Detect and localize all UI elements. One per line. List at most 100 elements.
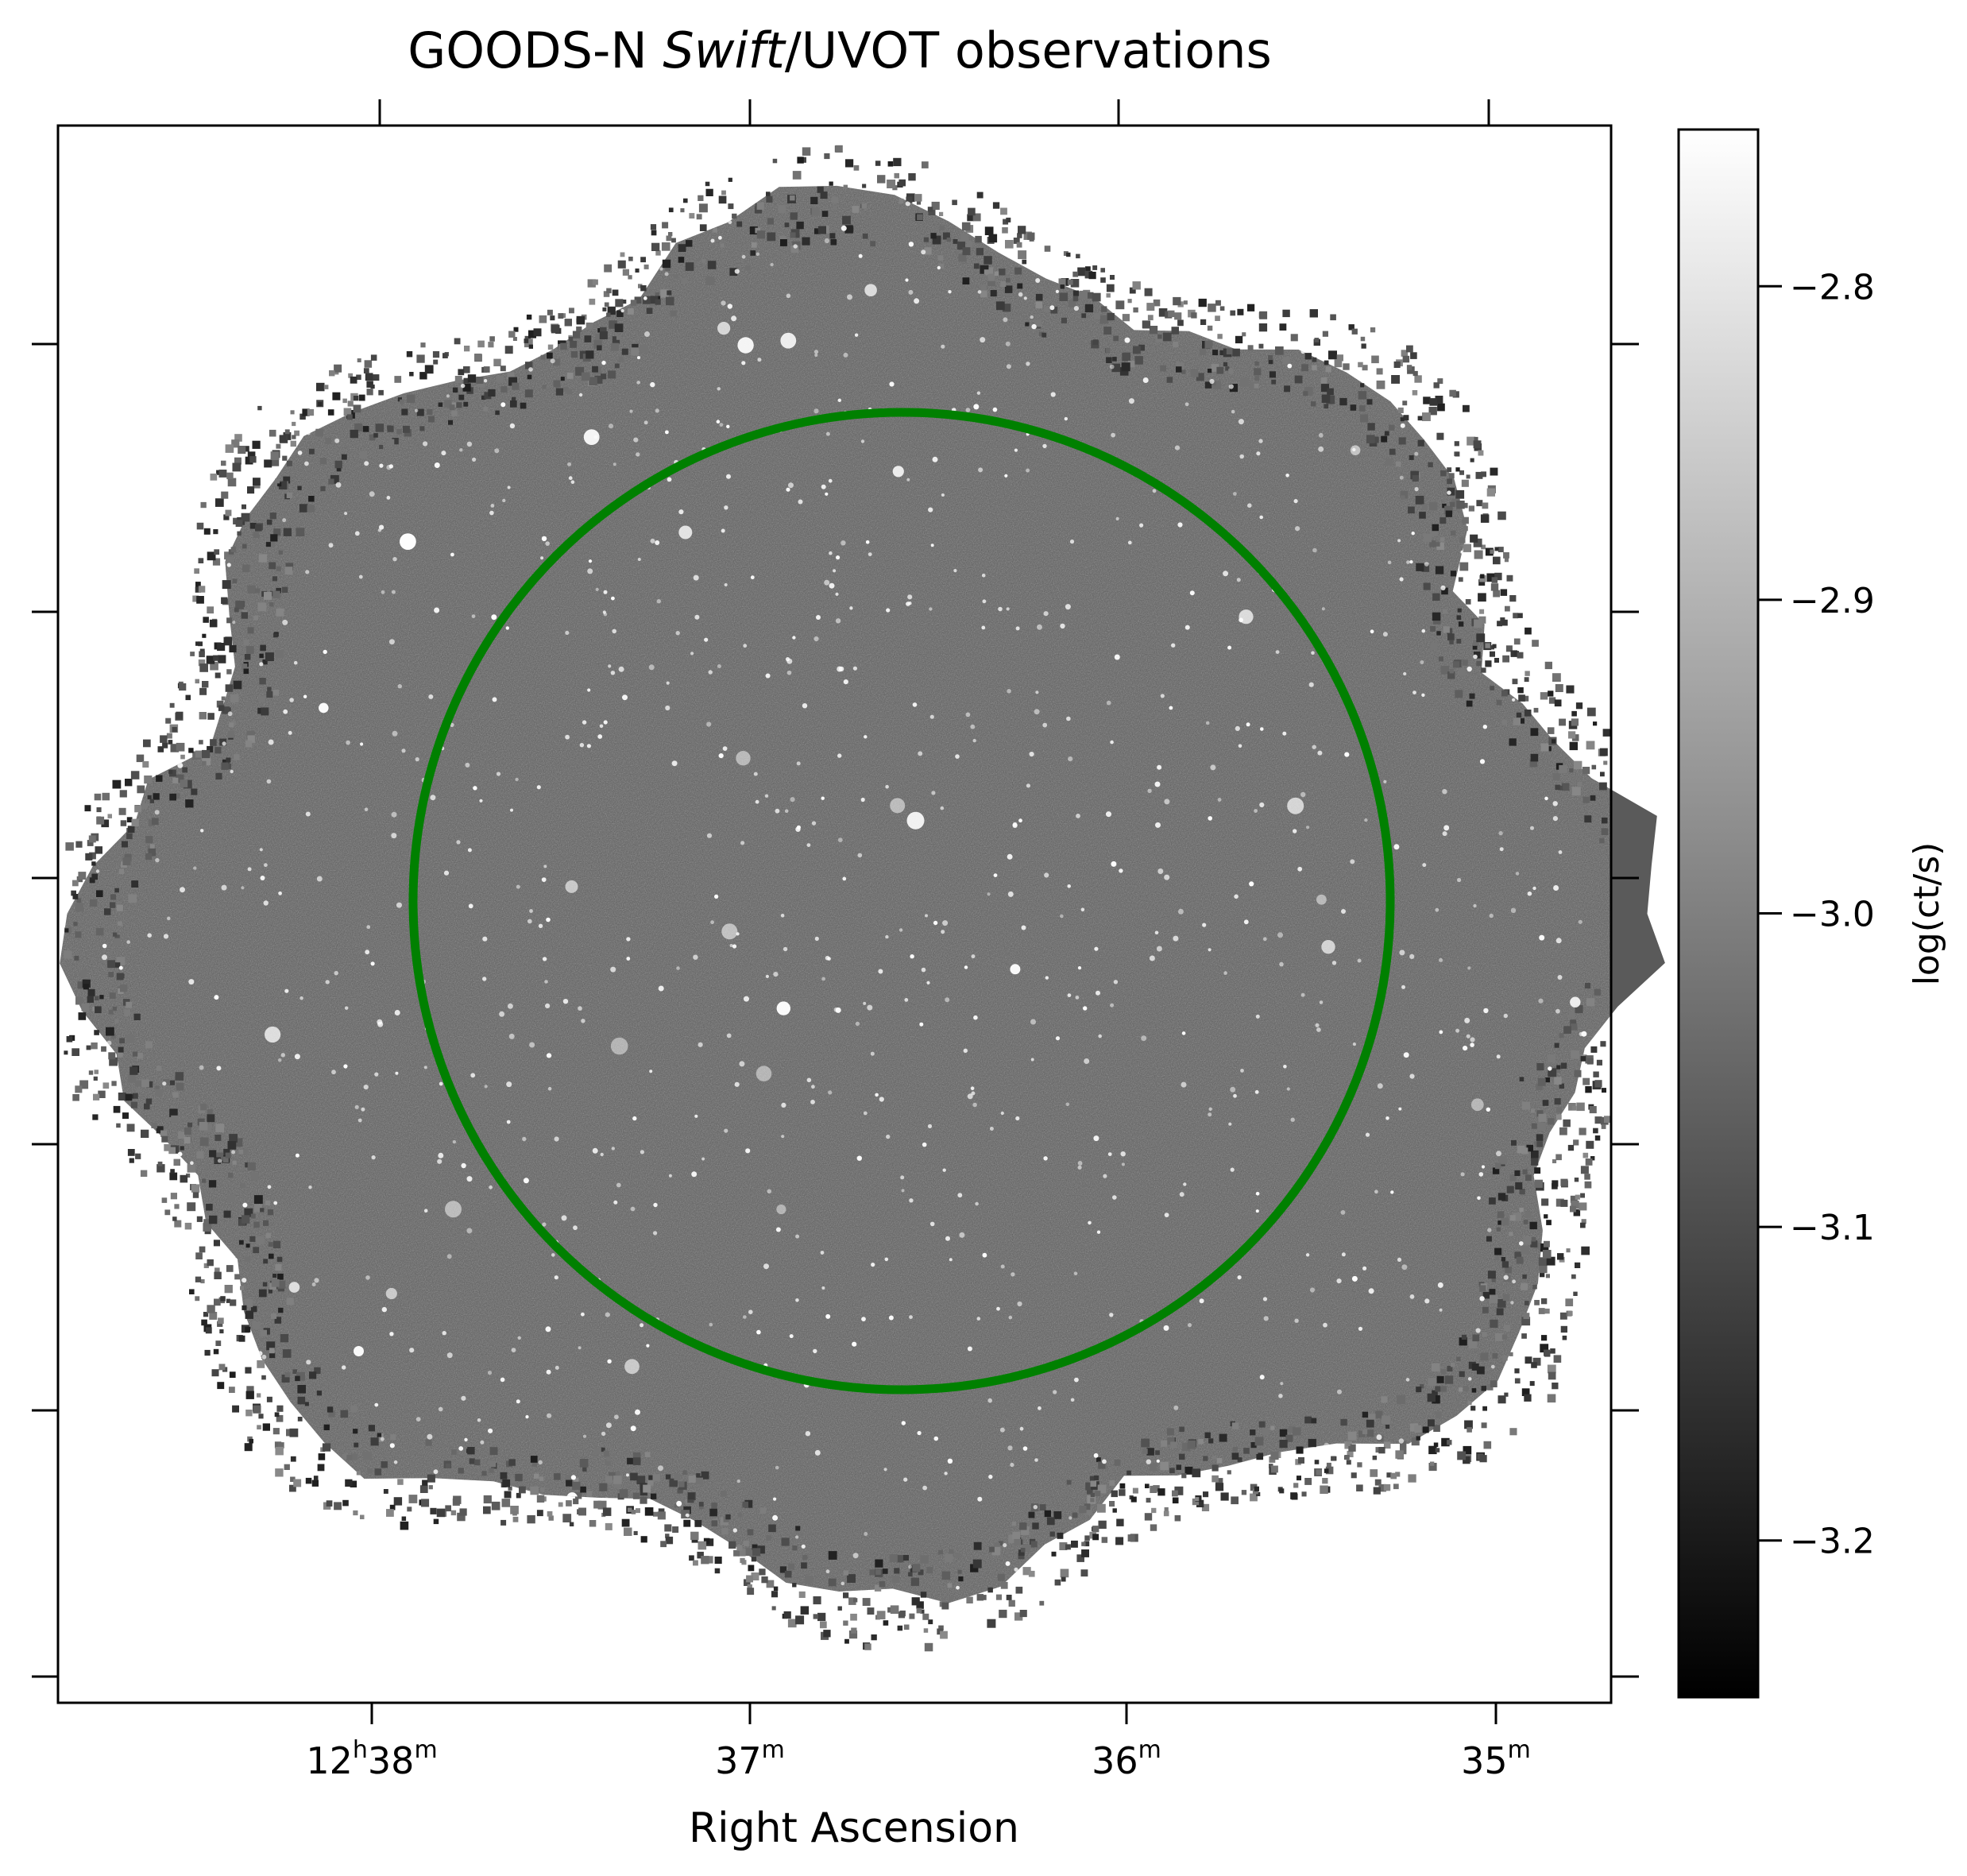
edge-pixel [810,196,818,204]
edge-pixel [1547,727,1555,734]
edge-pixel [416,354,425,363]
edge-pixel [721,190,726,195]
edge-pixel [106,1027,114,1036]
edge-pixel [1448,473,1455,479]
edge-pixel [689,1555,694,1561]
source [813,636,819,642]
edge-pixel [575,366,585,376]
source [555,1365,559,1370]
edge-pixel [995,1594,1002,1600]
edge-pixel [231,439,240,448]
edge-pixel [1004,285,1013,293]
edge-pixel [1084,1541,1090,1547]
edge-pixel [1043,307,1049,312]
source [1409,1073,1415,1079]
edge-pixel [728,177,732,182]
source [395,1071,399,1075]
source [397,684,402,689]
source [1240,1069,1244,1073]
edge-pixel [203,1312,209,1317]
source [614,1414,619,1420]
source [903,1477,908,1482]
edge-pixel [853,165,860,171]
edge-pixel [274,1412,280,1418]
edge-pixel [91,1042,98,1050]
edge-pixel [1586,741,1595,750]
source [1398,1107,1402,1111]
source [856,1155,863,1161]
edge-pixel [144,1103,150,1110]
source [458,1446,464,1451]
source [930,543,934,547]
source [756,1329,761,1335]
source [676,966,680,970]
edge-pixel [169,702,175,708]
edge-pixel [114,888,119,893]
source [500,402,506,408]
source [1119,868,1123,873]
edge-pixel [1168,310,1175,318]
source [1414,451,1419,456]
edge-pixel [1516,712,1522,718]
edge-pixel [732,213,737,219]
edge-pixel [539,315,547,323]
edge-pixel [547,344,554,350]
edge-pixel [1164,1507,1169,1512]
edge-pixel [146,1081,153,1088]
source [1233,1093,1237,1098]
source [828,1090,833,1095]
edge-pixel [95,1006,102,1013]
edge-pixel [875,161,881,166]
edge-pixel [199,712,207,720]
edge-pixel [638,284,643,288]
edge-pixel [118,868,124,874]
edge-pixel [705,181,710,187]
source [999,1427,1005,1433]
source [795,1535,799,1539]
edge-pixel [1600,772,1605,777]
source [523,1178,529,1184]
edge-pixel [909,1613,915,1619]
edge-pixel [787,1619,797,1628]
edge-pixel [1312,365,1317,370]
edge-pixel [393,1497,403,1506]
edge-pixel [226,1265,234,1272]
edge-pixel [1254,368,1262,376]
source [452,1139,457,1144]
edge-pixel [489,1447,498,1456]
edge-pixel [681,1510,690,1519]
edge-pixel [1324,404,1329,409]
source [241,886,245,890]
edge-pixel [75,996,83,1005]
source [909,1315,913,1319]
edge-pixel [489,1468,494,1473]
source [886,1134,891,1139]
edge-pixel [1491,1278,1496,1282]
edge-pixel [984,269,989,275]
edge-pixel [269,602,274,607]
edge-pixel [527,1514,535,1524]
source [578,393,583,397]
source [724,1128,728,1133]
source [1344,752,1350,757]
source [636,452,640,457]
edge-pixel [1492,1353,1498,1359]
source [1223,971,1227,975]
edge-pixel [1081,313,1087,319]
edge-pixel [680,208,685,213]
edge-pixel [1544,1240,1550,1247]
edge-pixel [632,1457,641,1465]
source [427,1433,433,1440]
source [658,985,664,992]
edge-pixel [678,257,685,263]
edge-pixel [1463,1456,1470,1464]
edge-pixel [247,486,255,494]
edge-pixel [657,1511,666,1520]
edge-pixel [238,1335,245,1342]
edge-pixel [1494,572,1502,581]
edge-pixel [771,1591,779,1598]
edge-pixel [156,775,163,782]
edge-pixel [1228,369,1234,374]
edge-pixel [242,543,247,549]
source [976,391,981,395]
